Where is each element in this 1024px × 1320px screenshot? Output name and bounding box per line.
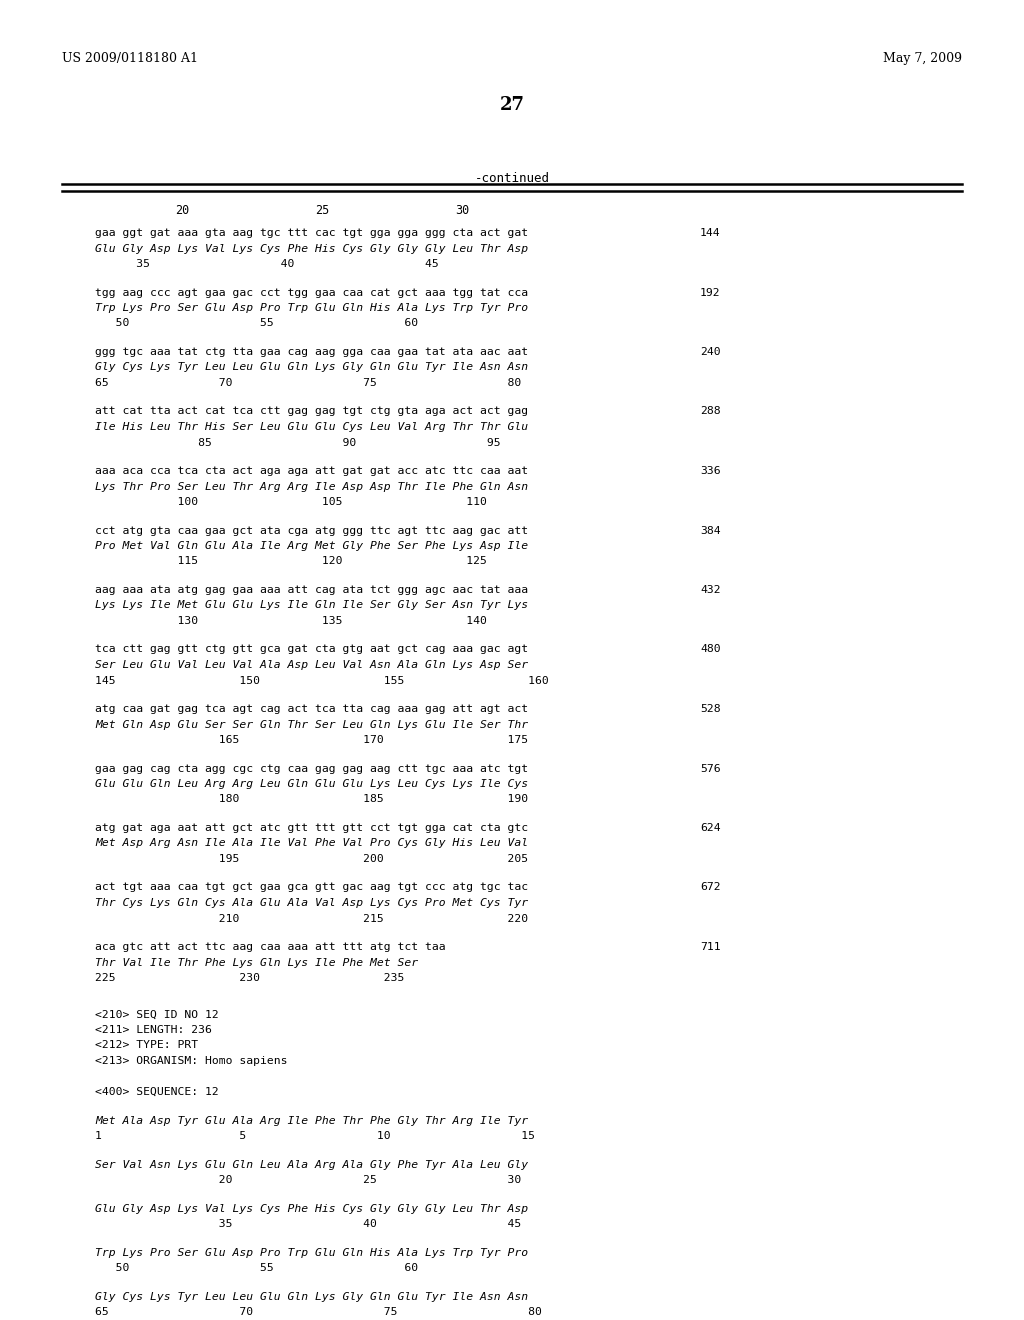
Text: Gly Cys Lys Tyr Leu Leu Glu Gln Lys Gly Gln Glu Tyr Ile Asn Asn: Gly Cys Lys Tyr Leu Leu Glu Gln Lys Gly … [95,363,528,372]
Text: 65                70                   75                   80: 65 70 75 80 [95,378,521,388]
Text: May 7, 2009: May 7, 2009 [883,51,962,65]
Text: 65                   70                   75                   80: 65 70 75 80 [95,1307,542,1317]
Text: att cat tta act cat tca ctt gag gag tgt ctg gta aga act act gag: att cat tta act cat tca ctt gag gag tgt … [95,407,528,417]
Text: 288: 288 [700,407,721,417]
Text: Met Ala Asp Tyr Glu Ala Arg Ile Phe Thr Phe Gly Thr Arg Ile Tyr: Met Ala Asp Tyr Glu Ala Arg Ile Phe Thr … [95,1115,528,1126]
Text: 35                   40                   45: 35 40 45 [95,259,438,269]
Text: 672: 672 [700,883,721,892]
Text: 130                  135                  140: 130 135 140 [95,616,486,626]
Text: aca gtc att act ttc aag caa aaa att ttt atg tct taa: aca gtc att act ttc aag caa aaa att ttt … [95,942,445,952]
Text: Trp Lys Pro Ser Glu Asp Pro Trp Glu Gln His Ala Lys Trp Tyr Pro: Trp Lys Pro Ser Glu Asp Pro Trp Glu Gln … [95,1247,528,1258]
Text: Glu Gly Asp Lys Val Lys Cys Phe His Cys Gly Gly Gly Leu Thr Asp: Glu Gly Asp Lys Val Lys Cys Phe His Cys … [95,243,528,253]
Text: 27: 27 [500,96,524,114]
Text: 25: 25 [315,205,330,216]
Text: 210                  215                  220: 210 215 220 [95,913,528,924]
Text: Met Gln Asp Glu Ser Ser Gln Thr Ser Leu Gln Lys Glu Ile Ser Thr: Met Gln Asp Glu Ser Ser Gln Thr Ser Leu … [95,719,528,730]
Text: 528: 528 [700,704,721,714]
Text: <400> SEQUENCE: 12: <400> SEQUENCE: 12 [95,1086,219,1097]
Text: 20                   25                   30: 20 25 30 [95,1175,521,1185]
Text: 432: 432 [700,585,721,595]
Text: Trp Lys Pro Ser Glu Asp Pro Trp Glu Gln His Ala Lys Trp Tyr Pro: Trp Lys Pro Ser Glu Asp Pro Trp Glu Gln … [95,304,528,313]
Text: aag aaa ata atg gag gaa aaa att cag ata tct ggg agc aac tat aaa: aag aaa ata atg gag gaa aaa att cag ata … [95,585,528,595]
Text: Ile His Leu Thr His Ser Leu Glu Glu Cys Leu Val Arg Thr Thr Glu: Ile His Leu Thr His Ser Leu Glu Glu Cys … [95,422,528,432]
Text: 240: 240 [700,347,721,356]
Text: 50                   55                   60: 50 55 60 [95,1263,418,1272]
Text: 576: 576 [700,763,721,774]
Text: <211> LENGTH: 236: <211> LENGTH: 236 [95,1026,212,1035]
Text: 165                  170                  175: 165 170 175 [95,735,528,744]
Text: 144: 144 [700,228,721,238]
Text: aaa aca cca tca cta act aga aga att gat gat acc atc ttc caa aat: aaa aca cca tca cta act aga aga att gat … [95,466,528,477]
Text: Ser Val Asn Lys Glu Gln Leu Ala Arg Ala Gly Phe Tyr Ala Leu Gly: Ser Val Asn Lys Glu Gln Leu Ala Arg Ala … [95,1159,528,1170]
Text: Met Asp Arg Asn Ile Ala Ile Val Phe Val Pro Cys Gly His Leu Val: Met Asp Arg Asn Ile Ala Ile Val Phe Val … [95,838,528,849]
Text: 336: 336 [700,466,721,477]
Text: 480: 480 [700,644,721,655]
Text: 384: 384 [700,525,721,536]
Text: 711: 711 [700,942,721,952]
Text: Glu Gly Asp Lys Val Lys Cys Phe His Cys Gly Gly Gly Leu Thr Asp: Glu Gly Asp Lys Val Lys Cys Phe His Cys … [95,1204,528,1213]
Text: 50                   55                   60: 50 55 60 [95,318,418,329]
Text: <212> TYPE: PRT: <212> TYPE: PRT [95,1040,198,1051]
Text: atg caa gat gag tca agt cag act tca tta cag aaa gag att agt act: atg caa gat gag tca agt cag act tca tta … [95,704,528,714]
Text: Glu Glu Gln Leu Arg Arg Leu Gln Glu Glu Lys Leu Cys Lys Ile Cys: Glu Glu Gln Leu Arg Arg Leu Gln Glu Glu … [95,779,528,789]
Text: tca ctt gag gtt ctg gtt gca gat cta gtg aat gct cag aaa gac agt: tca ctt gag gtt ctg gtt gca gat cta gtg … [95,644,528,655]
Text: Thr Val Ile Thr Phe Lys Gln Lys Ile Phe Met Ser: Thr Val Ile Thr Phe Lys Gln Lys Ile Phe … [95,957,418,968]
Text: 180                  185                  190: 180 185 190 [95,795,528,804]
Text: <210> SEQ ID NO 12: <210> SEQ ID NO 12 [95,1010,219,1019]
Text: US 2009/0118180 A1: US 2009/0118180 A1 [62,51,198,65]
Text: gaa ggt gat aaa gta aag tgc ttt cac tgt gga gga ggg cta act gat: gaa ggt gat aaa gta aag tgc ttt cac tgt … [95,228,528,238]
Text: <213> ORGANISM: Homo sapiens: <213> ORGANISM: Homo sapiens [95,1056,288,1067]
Text: tgg aag ccc agt gaa gac cct tgg gaa caa cat gct aaa tgg tat cca: tgg aag ccc agt gaa gac cct tgg gaa caa … [95,288,528,297]
Text: 624: 624 [700,822,721,833]
Text: 115                  120                  125: 115 120 125 [95,557,486,566]
Text: ggg tgc aaa tat ctg tta gaa cag aag gga caa gaa tat ata aac aat: ggg tgc aaa tat ctg tta gaa cag aag gga … [95,347,528,356]
Text: 195                  200                  205: 195 200 205 [95,854,528,865]
Text: Pro Met Val Gln Glu Ala Ile Arg Met Gly Phe Ser Phe Lys Asp Ile: Pro Met Val Gln Glu Ala Ile Arg Met Gly … [95,541,528,550]
Text: atg gat aga aat att gct atc gtt ttt gtt cct tgt gga cat cta gtc: atg gat aga aat att gct atc gtt ttt gtt … [95,822,528,833]
Text: 20: 20 [175,205,189,216]
Text: 100                  105                  110: 100 105 110 [95,498,486,507]
Text: 1                    5                   10                   15: 1 5 10 15 [95,1131,535,1140]
Text: Ser Leu Glu Val Leu Val Ala Asp Leu Val Asn Ala Gln Lys Asp Ser: Ser Leu Glu Val Leu Val Ala Asp Leu Val … [95,660,528,671]
Text: gaa gag cag cta agg cgc ctg caa gag gag aag ctt tgc aaa atc tgt: gaa gag cag cta agg cgc ctg caa gag gag … [95,763,528,774]
Text: 30: 30 [455,205,469,216]
Text: 145                  150                  155                  160: 145 150 155 160 [95,676,549,685]
Text: 85                   90                   95: 85 90 95 [95,437,501,447]
Text: Lys Thr Pro Ser Leu Thr Arg Arg Ile Asp Asp Thr Ile Phe Gln Asn: Lys Thr Pro Ser Leu Thr Arg Arg Ile Asp … [95,482,528,491]
Text: 192: 192 [700,288,721,297]
Text: 35                   40                   45: 35 40 45 [95,1218,521,1229]
Text: cct atg gta caa gaa gct ata cga atg ggg ttc agt ttc aag gac att: cct atg gta caa gaa gct ata cga atg ggg … [95,525,528,536]
Text: Thr Cys Lys Gln Cys Ala Glu Ala Val Asp Lys Cys Pro Met Cys Tyr: Thr Cys Lys Gln Cys Ala Glu Ala Val Asp … [95,898,528,908]
Text: Lys Lys Ile Met Glu Glu Lys Ile Gln Ile Ser Gly Ser Asn Tyr Lys: Lys Lys Ile Met Glu Glu Lys Ile Gln Ile … [95,601,528,610]
Text: act tgt aaa caa tgt gct gaa gca gtt gac aag tgt ccc atg tgc tac: act tgt aaa caa tgt gct gaa gca gtt gac … [95,883,528,892]
Text: 225                  230                  235: 225 230 235 [95,973,404,983]
Text: Gly Cys Lys Tyr Leu Leu Glu Gln Lys Gly Gln Glu Tyr Ile Asn Asn: Gly Cys Lys Tyr Leu Leu Glu Gln Lys Gly … [95,1291,528,1302]
Text: -continued: -continued [474,172,550,185]
